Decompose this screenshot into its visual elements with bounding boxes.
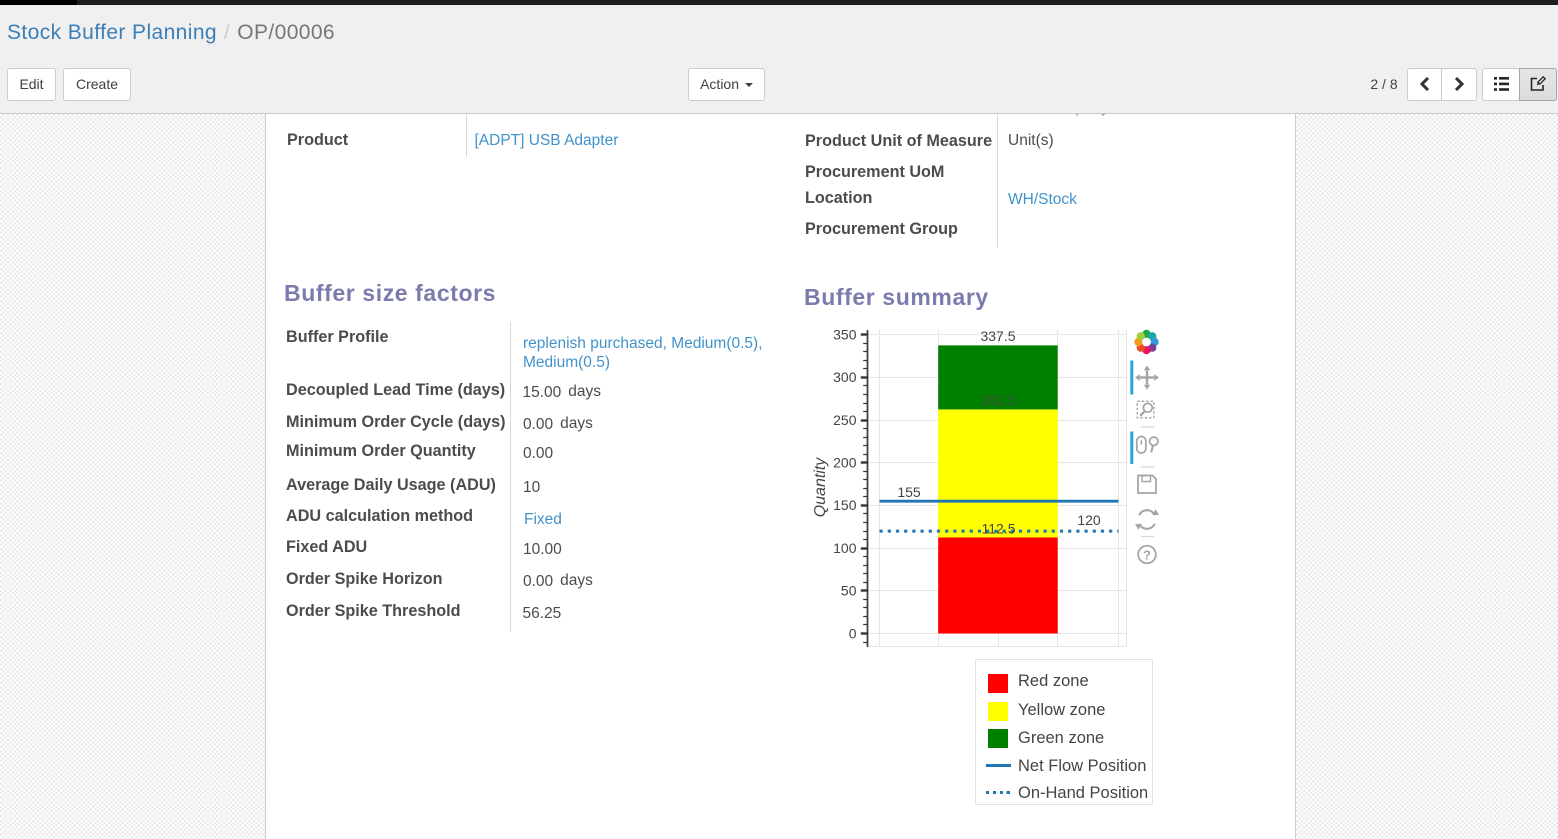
svg-text:50: 50 — [841, 583, 857, 599]
svg-text:155: 155 — [897, 484, 921, 500]
svg-text:120: 120 — [1077, 512, 1101, 528]
svg-text:350: 350 — [833, 327, 857, 343]
svg-text:250: 250 — [833, 412, 857, 428]
svg-text:200: 200 — [833, 455, 857, 471]
svg-text:?: ? — [1143, 548, 1151, 563]
svg-text:262.5: 262.5 — [981, 392, 1016, 408]
svg-text:150: 150 — [833, 497, 857, 513]
svg-text:0: 0 — [849, 625, 857, 641]
svg-text:Quantity: Quantity — [812, 457, 829, 518]
svg-text:112.5: 112.5 — [982, 520, 1016, 536]
svg-text:100: 100 — [833, 540, 857, 556]
svg-text:337.5: 337.5 — [980, 328, 1015, 344]
svg-text:300: 300 — [833, 369, 857, 385]
